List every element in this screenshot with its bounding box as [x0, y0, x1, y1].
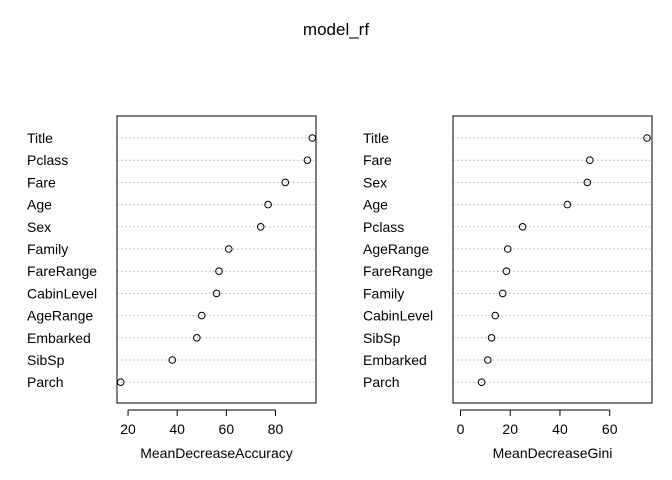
point-gini-agerange	[503, 245, 512, 253]
category-label-accuracy-parch: Parch	[27, 374, 64, 390]
category-label-accuracy-fare: Fare	[27, 174, 56, 190]
point-accuracy-family	[224, 245, 233, 253]
point-gini-farerange	[502, 267, 511, 276]
category-label-gini-parch: Parch	[363, 374, 400, 390]
point-accuracy-fare	[281, 178, 290, 187]
point-accuracy-sibsp	[168, 356, 177, 364]
category-label-gini-title: Title	[363, 130, 389, 146]
point-accuracy-pclass	[303, 156, 312, 164]
point-gini-family	[498, 289, 507, 298]
category-label-accuracy-sibsp: SibSp	[27, 352, 65, 368]
point-gini-title	[643, 134, 651, 142]
x-tick-label-accuracy-40: 40	[169, 421, 185, 437]
x-tick-label-gini-20: 20	[502, 421, 518, 437]
point-gini-cabinlevel	[491, 311, 500, 320]
x-tick-label-accuracy-20: 20	[120, 421, 136, 437]
chart-title: model_rf	[303, 20, 369, 39]
x-tick-label-accuracy-80: 80	[268, 421, 284, 437]
category-label-gini-pclass: Pclass	[363, 219, 404, 235]
category-label-gini-cabinlevel: CabinLevel	[363, 308, 433, 324]
category-label-gini-family: Family	[363, 285, 404, 301]
plot-frame-accuracy	[116, 115, 317, 404]
category-label-gini-sex: Sex	[363, 174, 387, 190]
x-axis-title-accuracy: MeanDecreaseAccuracy	[140, 445, 293, 461]
category-label-gini-agerange: AgeRange	[363, 241, 429, 257]
point-gini-parch	[477, 378, 486, 387]
point-accuracy-agerange	[197, 311, 206, 320]
point-gini-sibsp	[487, 334, 496, 342]
point-accuracy-embarked	[193, 334, 201, 342]
category-label-gini-age: Age	[363, 197, 388, 213]
category-label-accuracy-cabinlevel: CabinLevel	[27, 285, 97, 301]
category-label-accuracy-pclass: Pclass	[27, 152, 68, 168]
x-tick-label-gini-0: 0	[457, 421, 465, 437]
x-tick-label-gini-40: 40	[552, 421, 568, 437]
point-gini-embarked	[484, 356, 492, 364]
category-label-accuracy-embarked: Embarked	[27, 330, 91, 346]
category-label-gini-sibsp: SibSp	[363, 330, 401, 346]
panel-mean-decrease-accuracy: Title Pclass Fare Age Sex Family FareRange Cabi…	[27, 115, 317, 461]
category-label-gini-farerange: FareRange	[363, 263, 433, 279]
category-label-gini-embarked: Embarked	[363, 352, 427, 368]
category-label-gini-fare: Fare	[363, 152, 392, 168]
category-label-accuracy-age: Age	[27, 197, 52, 213]
panel-mean-decrease-gini: Title Fare Sex Age Pclass AgeRange FareRange Fa…	[363, 115, 653, 461]
x-tick-label-gini-60: 60	[602, 421, 618, 437]
point-gini-age	[563, 200, 572, 209]
category-label-accuracy-sex: Sex	[27, 219, 51, 235]
point-accuracy-sex	[256, 223, 265, 231]
point-accuracy-farerange	[215, 267, 223, 276]
category-label-accuracy-family: Family	[27, 241, 68, 257]
category-label-accuracy-agerange: AgeRange	[27, 308, 93, 324]
point-accuracy-cabinlevel	[212, 289, 221, 298]
category-label-accuracy-title: Title	[27, 130, 53, 146]
point-accuracy-age	[264, 200, 272, 209]
point-gini-pclass	[518, 223, 527, 231]
x-tick-label-accuracy-60: 60	[219, 421, 235, 437]
plot-frame-gini	[452, 115, 653, 404]
category-label-accuracy-farerange: FareRange	[27, 263, 97, 279]
x-axis-title-gini: MeanDecreaseGini	[493, 445, 613, 461]
point-gini-fare	[586, 156, 594, 164]
point-gini-sex	[583, 178, 592, 187]
